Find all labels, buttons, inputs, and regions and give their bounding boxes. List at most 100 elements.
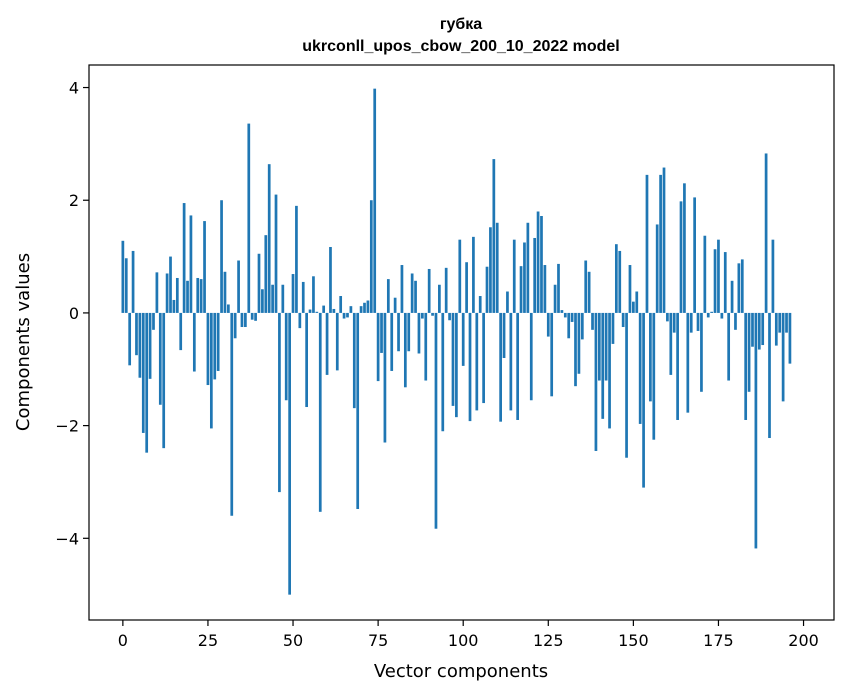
y-tick-label: −2 — [55, 417, 79, 436]
bar — [638, 312, 642, 424]
bar — [591, 312, 594, 330]
bar — [632, 301, 635, 313]
bar — [621, 312, 625, 328]
bar — [788, 312, 792, 364]
bar — [209, 312, 213, 429]
bar — [492, 159, 496, 313]
bar — [223, 271, 227, 313]
x-axis-ticks: 0 25 50 75 100 125 150 175 200 — [118, 620, 819, 650]
bar — [233, 312, 237, 339]
bar — [240, 312, 244, 328]
bar — [706, 312, 710, 318]
bar — [315, 311, 319, 313]
bar — [291, 274, 295, 313]
bar — [563, 312, 567, 318]
bar — [536, 211, 540, 313]
bar — [553, 284, 557, 313]
bar — [458, 239, 462, 313]
bar — [448, 312, 451, 321]
bar — [298, 312, 302, 329]
bar — [356, 312, 360, 509]
bar — [318, 312, 322, 512]
bar — [614, 244, 618, 313]
bar — [472, 236, 475, 313]
bar — [424, 312, 428, 381]
bar — [141, 312, 145, 433]
bar — [506, 291, 509, 313]
bar — [635, 291, 639, 313]
bar — [421, 312, 424, 319]
bar — [335, 312, 339, 371]
bar — [203, 221, 206, 313]
bar — [427, 268, 431, 313]
bar — [254, 312, 257, 321]
bar — [431, 312, 434, 316]
bar — [247, 123, 251, 313]
bar — [138, 312, 142, 378]
bar — [734, 312, 737, 330]
bar — [557, 263, 560, 313]
bar — [386, 279, 390, 313]
bar — [373, 88, 377, 313]
bar — [393, 297, 397, 313]
bar — [737, 263, 741, 313]
bar — [642, 312, 645, 488]
bar — [346, 312, 349, 318]
bar — [625, 312, 628, 458]
bar — [329, 246, 332, 313]
bar — [124, 258, 128, 313]
bar — [723, 252, 727, 313]
bar — [264, 235, 268, 313]
bar — [546, 312, 550, 337]
bar — [768, 312, 771, 439]
bar — [543, 265, 547, 313]
bar — [451, 312, 455, 406]
bar — [485, 266, 489, 313]
bar — [352, 312, 356, 409]
bar — [281, 284, 285, 313]
bar — [332, 308, 336, 313]
bar — [172, 299, 176, 313]
bar — [652, 312, 656, 440]
bar — [672, 312, 676, 333]
bar — [465, 262, 468, 313]
bar — [441, 312, 445, 432]
bar — [175, 277, 179, 313]
bar — [526, 222, 530, 313]
bar — [397, 312, 400, 352]
bar — [301, 281, 305, 313]
bar — [274, 194, 278, 313]
bar — [312, 276, 315, 313]
bar — [550, 312, 554, 397]
x-tick-label: 100 — [448, 631, 479, 650]
bar — [179, 312, 183, 351]
bar — [597, 312, 601, 381]
bar — [380, 312, 383, 353]
bar — [689, 312, 693, 333]
x-tick-label: 75 — [368, 631, 388, 650]
bar — [574, 312, 577, 387]
bar — [213, 312, 217, 380]
bar — [438, 284, 441, 313]
bar — [499, 312, 502, 422]
bar — [608, 312, 611, 429]
bar — [512, 239, 516, 313]
bar — [186, 280, 189, 313]
bar — [237, 260, 240, 313]
bar — [693, 197, 696, 313]
bar — [216, 312, 220, 371]
bar — [669, 312, 673, 375]
bar — [587, 271, 591, 313]
bar — [403, 312, 407, 388]
x-tick-label: 50 — [283, 631, 303, 650]
bar — [774, 312, 778, 346]
bar — [308, 309, 312, 313]
bar — [567, 312, 571, 339]
x-tick-label: 150 — [618, 631, 649, 650]
bar — [444, 267, 448, 313]
bar — [686, 312, 690, 413]
chart-subtitle: ukrconll_upos_cbow_200_10_2022 model — [302, 38, 619, 55]
bar — [781, 312, 785, 402]
y-tick-label: 4 — [69, 79, 79, 98]
bar — [199, 279, 203, 313]
